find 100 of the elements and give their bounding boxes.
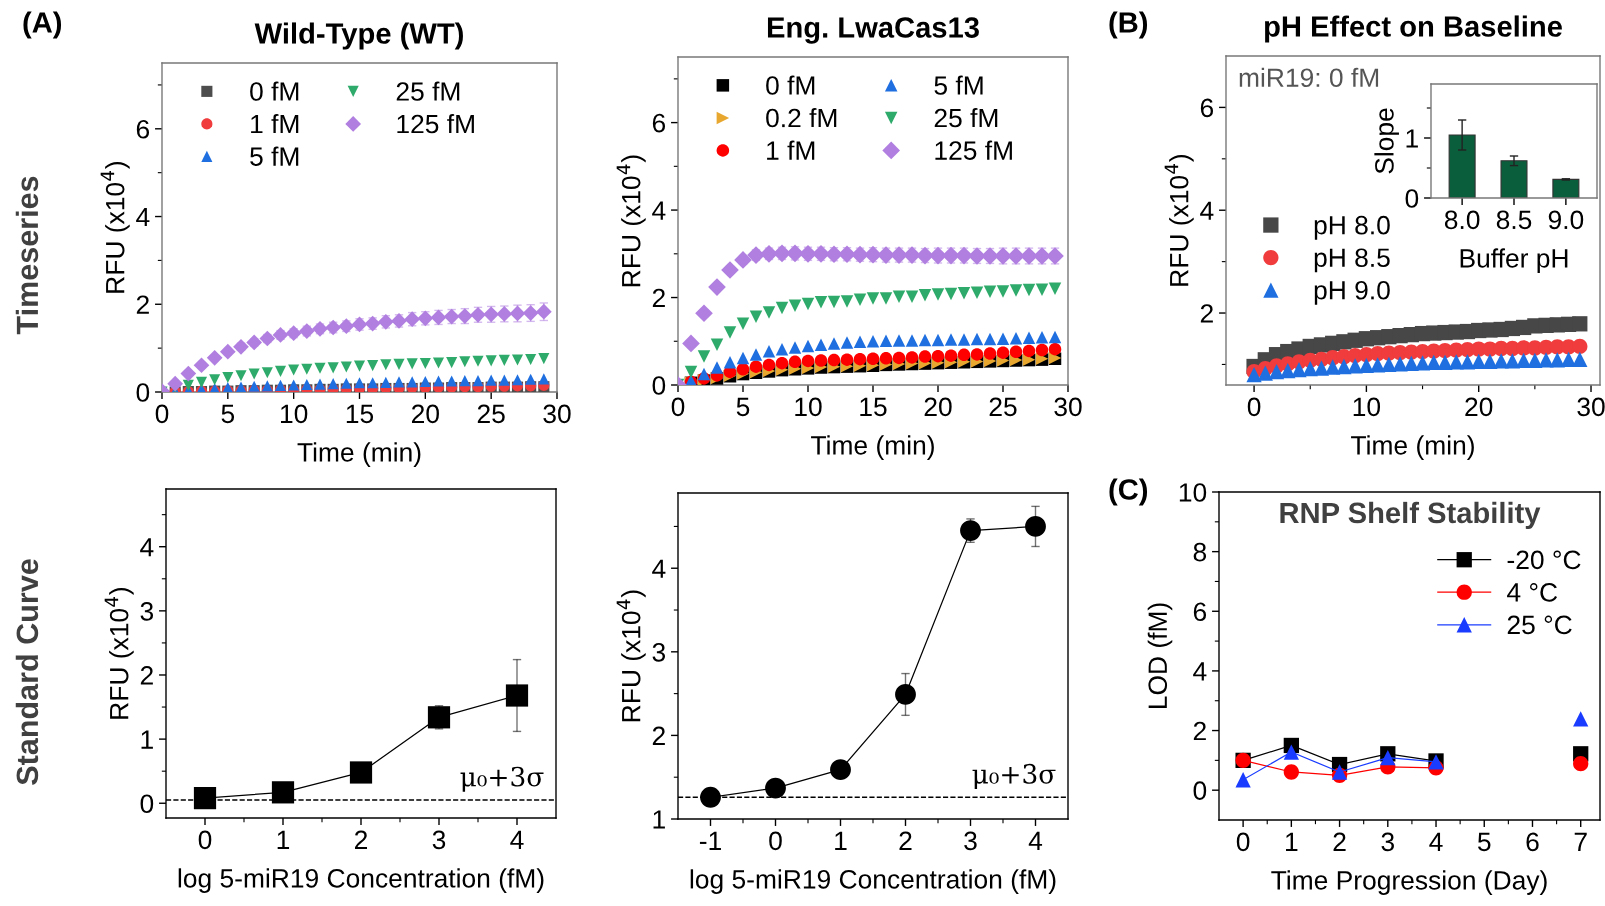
ref-line-label: μ₀+3σ: [460, 766, 544, 792]
y-tick-label: 6: [1193, 602, 1207, 622]
y-tick-label: 2: [652, 726, 665, 745]
x-tick-label: 1: [1286, 832, 1298, 851]
x-tick-label: 0: [671, 397, 685, 417]
y-axis-title: RFU (x10$^{4}$): [616, 590, 646, 722]
y-tick-label: 8: [1193, 542, 1207, 562]
y-tick-label: 10: [1179, 483, 1207, 502]
y-tick-label: 1: [653, 810, 665, 829]
y-tick-label: 4: [1193, 662, 1207, 681]
x-tick-label: 9.0: [1548, 210, 1584, 230]
legend-label: 0 fM: [766, 75, 815, 95]
y-tick-label: 2: [1200, 304, 1213, 323]
legend-label: 5 fM: [934, 75, 983, 95]
x-tick-label: 3: [964, 831, 977, 851]
x-tick-label: 15: [346, 404, 374, 424]
x-tick-label: 10: [1353, 397, 1381, 417]
y-tick-label: 2: [140, 666, 153, 685]
chart-title: RNP Shelf Stability: [1280, 501, 1541, 530]
x-axis-title: Time (min): [811, 435, 934, 460]
x-axis-title: Buffer pH: [1460, 248, 1568, 273]
x-axis-title: log 5-miR19 Concentration (fM): [178, 868, 544, 893]
x-tick-label: 20: [1465, 397, 1493, 417]
x-tick-label: 4: [1429, 832, 1443, 851]
x-tick-label: 1: [277, 830, 290, 849]
legend-label: 4 °C: [1507, 583, 1558, 602]
x-tick-label: 25: [989, 397, 1017, 417]
text: (A): [23, 11, 62, 39]
x-tick-label: 0: [1236, 832, 1250, 852]
x-tick-label: 20: [924, 397, 952, 417]
y-tick-label: 3: [652, 642, 666, 662]
x-tick-label: 0: [769, 831, 782, 851]
legend-label: 125 fM: [397, 114, 474, 134]
y-tick-label: 2: [1193, 721, 1206, 741]
legend-label: 5 fM: [250, 146, 299, 166]
legend-label: 1 fM: [767, 140, 815, 160]
chart-title: pH Effect on Baseline: [1265, 15, 1562, 43]
x-tick-label: 2: [899, 831, 912, 850]
legend-label: pH 8.5: [1314, 248, 1390, 273]
x-tick-label: 6: [1526, 832, 1539, 852]
x-tick-label: 0: [1247, 397, 1261, 417]
annotation: miR19: 0 fM: [1239, 67, 1379, 88]
y-axis-title: RFU (x10$^{4}$): [100, 162, 130, 293]
y-axis-title: RFU (x10$^{4}$): [616, 155, 646, 287]
x-tick-label: 5: [736, 397, 750, 417]
x-tick-label: 25: [477, 404, 505, 424]
y-tick-label: 0: [652, 376, 666, 395]
chart-title: Eng. LwaCas13: [767, 17, 979, 44]
x-axis-title: Time (min): [1351, 435, 1474, 460]
legend-label: 25 fM: [396, 81, 460, 101]
text: (C): [1109, 478, 1148, 506]
x-axis-title: log 5-miR19 Concentration (fM): [690, 869, 1056, 894]
x-tick-label: 10: [795, 397, 822, 417]
legend-label: pH 9.0: [1314, 280, 1390, 305]
x-tick-label: 5: [221, 404, 235, 424]
legend-label: 125 fM: [935, 140, 1012, 160]
x-tick-label: -1: [699, 831, 721, 850]
x-tick-label: 4: [1028, 831, 1043, 850]
legend-label: 1 fM: [251, 114, 299, 134]
text: Standard Curve: [15, 559, 39, 785]
y-tick-label: 2: [652, 288, 665, 308]
y-tick-label: 4: [140, 538, 154, 557]
y-axis-title: RFU (x10$^{4}$): [104, 588, 134, 719]
y-tick-label: 0: [136, 383, 150, 402]
y-tick-label: 1: [141, 730, 153, 749]
y-tick-label: 4: [652, 559, 666, 578]
y-tick-label: 0: [1193, 781, 1207, 800]
x-axis-title: Time (min): [297, 442, 421, 467]
x-tick-label: 8.0: [1444, 210, 1480, 230]
x-tick-label: 2: [354, 830, 368, 849]
y-tick-label: 6: [652, 113, 666, 133]
x-tick-label: 30: [543, 404, 571, 424]
x-tick-label: 0: [155, 404, 169, 424]
legend-label: 25 fM: [934, 108, 998, 128]
x-tick-label: 30: [1054, 397, 1082, 417]
legend-label: 0.2 fM: [766, 108, 837, 128]
y-tick-label: 6: [1200, 98, 1214, 118]
y-tick-label: 0: [140, 794, 154, 814]
y-tick-label: 6: [136, 119, 150, 139]
legend-label: -20 °C: [1507, 550, 1581, 570]
x-tick-label: 20: [411, 404, 439, 424]
x-tick-label: 15: [860, 397, 887, 417]
x-tick-label: 2: [1333, 832, 1346, 851]
ref-line-label: μ₀+3σ: [972, 763, 1056, 789]
y-axis-title: LOD (fM): [1147, 603, 1173, 709]
y-tick-label: 2: [136, 295, 149, 314]
y-axis-title: RFU (x10$^{4}$): [1164, 155, 1194, 286]
x-tick-label: 10: [281, 404, 308, 424]
chart-title: Wild-Type (WT): [254, 22, 463, 50]
legend-label: pH 8.0: [1314, 215, 1390, 240]
text: (B): [1109, 11, 1148, 39]
x-axis-title: Time Progression (Day): [1271, 870, 1547, 895]
legend-label: 25 °C: [1507, 615, 1572, 635]
x-tick-label: 30: [1577, 397, 1605, 417]
x-tick-label: 3: [432, 830, 446, 850]
y-axis-title: Slope: [1374, 108, 1399, 174]
x-tick-label: 7: [1574, 832, 1587, 851]
x-tick-label: 8.5: [1496, 210, 1532, 230]
x-tick-label: 3: [1381, 832, 1394, 852]
y-tick-label: 3: [140, 601, 154, 621]
